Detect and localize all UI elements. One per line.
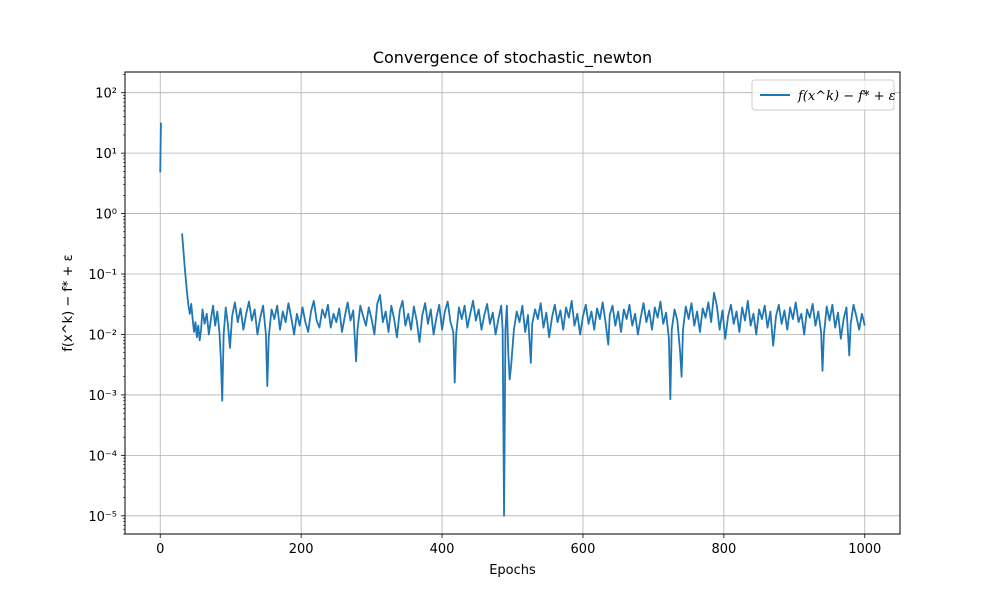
y-tick-label: 10⁻⁵ — [88, 510, 117, 525]
y-tick-label: 10⁻⁴ — [88, 449, 117, 464]
legend: f(x^k) − f* + ε — [751, 79, 896, 111]
legend-entry-label: f(x^k) − f* + ε — [797, 89, 896, 104]
y-tick-label: 10¹ — [95, 147, 117, 162]
y-tick-label: 10² — [95, 87, 117, 102]
x-tick-label: 600 — [571, 542, 596, 557]
y-tick-label: 10⁻¹ — [88, 268, 117, 283]
x-tick-label: 800 — [711, 542, 736, 557]
x-tick-label: 200 — [289, 542, 314, 557]
x-tick-label: 0 — [156, 542, 164, 557]
x-tick-label: 1000 — [848, 542, 881, 557]
series-layer — [159, 122, 866, 517]
plot-frame — [124, 71, 901, 535]
series-line — [181, 233, 866, 517]
ticks: 0 200 400 600 800 1000 10⁻⁵ 10⁻⁴ 10⁻³ 10⁻² 10⁻¹ 10⁰… — [88, 74, 881, 557]
y-tick-label: 10⁻³ — [88, 389, 117, 404]
y-tick-label: 10⁰ — [95, 208, 117, 223]
x-tick-label: 400 — [430, 542, 455, 557]
chart-title: Convergence of stochastic_newton — [373, 48, 652, 68]
series-line — [159, 122, 162, 173]
x-axis-label: Epochs — [489, 563, 536, 578]
legend-box — [751, 79, 895, 111]
y-axis-label: f(x^k) − f* + ε — [61, 254, 76, 351]
y-tick-label: 10⁻² — [88, 328, 117, 343]
grid — [125, 72, 900, 534]
